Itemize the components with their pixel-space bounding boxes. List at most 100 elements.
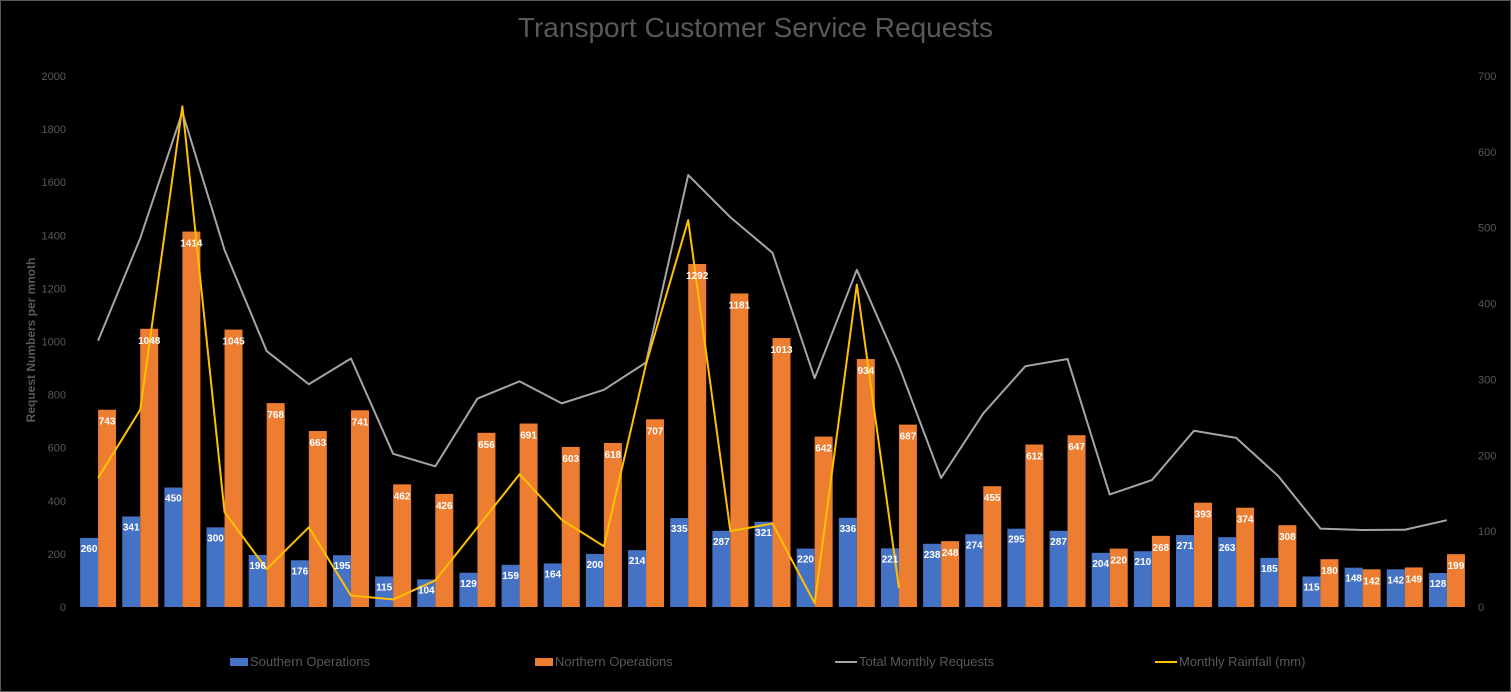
legend: Southern Operations Northern Operations … <box>0 654 1511 670</box>
data-label-southern: 295 <box>1008 535 1025 546</box>
data-label-southern: 336 <box>839 524 856 535</box>
bar-northern <box>772 338 791 607</box>
bar-northern <box>983 486 1002 607</box>
bar-southern <box>880 548 899 607</box>
y-tick-label: 1400 <box>42 230 66 242</box>
bar-northern <box>1320 559 1339 607</box>
data-label-northern: 142 <box>1363 576 1380 587</box>
data-label-southern: 287 <box>713 537 730 548</box>
bar-northern <box>393 484 412 607</box>
y-tick-label: 1200 <box>42 283 66 295</box>
bar-northern <box>350 410 369 607</box>
bar-northern <box>308 430 327 607</box>
bar-southern <box>1176 535 1195 607</box>
data-label-southern: 204 <box>1092 559 1109 570</box>
data-label-northern: 612 <box>1026 452 1043 463</box>
y2-tick-label: 500 <box>1478 223 1496 235</box>
bar-northern <box>1236 507 1255 607</box>
data-label-southern: 238 <box>924 550 941 561</box>
y2-tick-label: 200 <box>1478 450 1496 462</box>
data-label-northern: 374 <box>1237 515 1254 526</box>
y2-tick-label: 300 <box>1478 374 1496 386</box>
legend-item-total[interactable]: Total Monthly Requests <box>835 654 994 669</box>
bar-southern <box>1344 567 1363 607</box>
data-label-northern: 741 <box>352 417 369 428</box>
y-tick-label: 1000 <box>42 337 66 349</box>
data-label-northern: 934 <box>857 366 874 377</box>
bar-southern <box>248 554 267 607</box>
bar-southern <box>543 563 562 607</box>
data-label-northern: 1045 <box>222 337 245 348</box>
bar-southern <box>80 537 99 607</box>
legend-swatch-rainfall <box>1155 660 1177 663</box>
data-label-northern: 248 <box>942 548 959 559</box>
bar-southern <box>290 560 309 607</box>
data-label-southern: 104 <box>418 585 435 596</box>
data-label-southern: 287 <box>1050 537 1067 548</box>
data-label-northern: 149 <box>1405 574 1422 585</box>
data-label-southern: 128 <box>1430 579 1447 590</box>
data-label-southern: 185 <box>1261 564 1278 575</box>
bar-southern <box>164 487 183 607</box>
data-label-southern: 196 <box>249 561 266 572</box>
bar-southern <box>965 534 984 607</box>
legend-label-rainfall: Monthly Rainfall (mm) <box>1179 654 1306 669</box>
data-label-northern: 743 <box>99 417 116 428</box>
bar-northern <box>1404 567 1423 607</box>
bar-northern <box>435 493 454 607</box>
data-label-northern: 1181 <box>728 300 750 311</box>
data-label-northern: 1048 <box>138 336 161 347</box>
legend-item-southern[interactable]: Southern Operations <box>230 654 370 669</box>
bar-southern <box>1302 576 1321 607</box>
bar-northern <box>1151 535 1170 607</box>
bar-northern <box>1446 554 1465 607</box>
data-label-southern: 148 <box>1345 574 1362 585</box>
y-tick-label: 0 <box>60 602 66 614</box>
bar-northern <box>224 329 243 607</box>
bar-northern <box>1025 444 1044 607</box>
data-label-northern: 1414 <box>180 239 203 250</box>
data-label-southern: 159 <box>502 571 519 582</box>
data-label-northern: 663 <box>309 438 326 449</box>
data-label-southern: 214 <box>629 556 646 567</box>
data-label-southern: 142 <box>1387 575 1404 586</box>
data-label-northern: 455 <box>984 493 1001 504</box>
data-label-southern: 195 <box>334 561 351 572</box>
data-label-southern: 335 <box>671 524 688 535</box>
bar-northern <box>182 231 201 607</box>
data-label-southern: 221 <box>882 554 899 565</box>
legend-swatch-total <box>835 660 857 663</box>
bar-southern <box>1218 537 1237 607</box>
data-label-northern: 1013 <box>770 345 793 356</box>
bar-southern <box>501 564 520 607</box>
data-label-northern: 393 <box>1195 510 1212 521</box>
line-monthly-rainfall <box>97 105 900 605</box>
data-label-southern: 210 <box>1135 557 1152 568</box>
data-label-southern: 450 <box>165 494 182 505</box>
bar-northern <box>730 293 749 607</box>
bar-northern <box>98 409 117 607</box>
data-label-northern: 691 <box>520 431 537 442</box>
data-label-southern: 260 <box>81 544 98 555</box>
bar-northern <box>1194 502 1213 607</box>
bar-southern <box>712 530 731 607</box>
bar-southern <box>670 518 689 607</box>
bar-southern <box>754 521 773 607</box>
data-label-southern: 271 <box>1177 541 1194 552</box>
bar-southern <box>838 517 857 607</box>
bar-southern <box>1091 552 1110 607</box>
y2-tick-label: 400 <box>1478 299 1496 311</box>
data-label-southern: 220 <box>797 555 814 566</box>
data-label-southern: 129 <box>460 579 477 590</box>
data-label-southern: 176 <box>291 566 308 577</box>
bar-southern <box>628 550 647 607</box>
legend-item-rainfall[interactable]: Monthly Rainfall (mm) <box>1155 654 1305 669</box>
data-label-southern: 341 <box>123 522 140 533</box>
bar-northern <box>1278 525 1297 607</box>
bar-southern <box>1007 528 1026 607</box>
data-label-northern: 462 <box>394 491 411 502</box>
y-tick-label: 200 <box>48 549 66 561</box>
legend-item-northern[interactable]: Northern Operations <box>535 654 673 669</box>
bar-northern <box>941 541 960 607</box>
